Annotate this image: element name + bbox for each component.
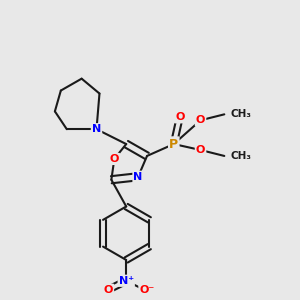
Text: O: O	[104, 285, 113, 295]
Text: P: P	[169, 138, 178, 151]
Text: O: O	[175, 112, 184, 122]
Text: CH₃: CH₃	[230, 109, 251, 119]
Text: O⁻: O⁻	[140, 285, 155, 295]
Text: N⁺: N⁺	[119, 276, 134, 286]
Text: O: O	[196, 115, 205, 125]
Text: O: O	[196, 145, 205, 155]
Text: O: O	[110, 154, 119, 164]
Text: CH₃: CH₃	[230, 151, 251, 161]
Text: N: N	[134, 172, 143, 182]
Text: N: N	[92, 124, 101, 134]
